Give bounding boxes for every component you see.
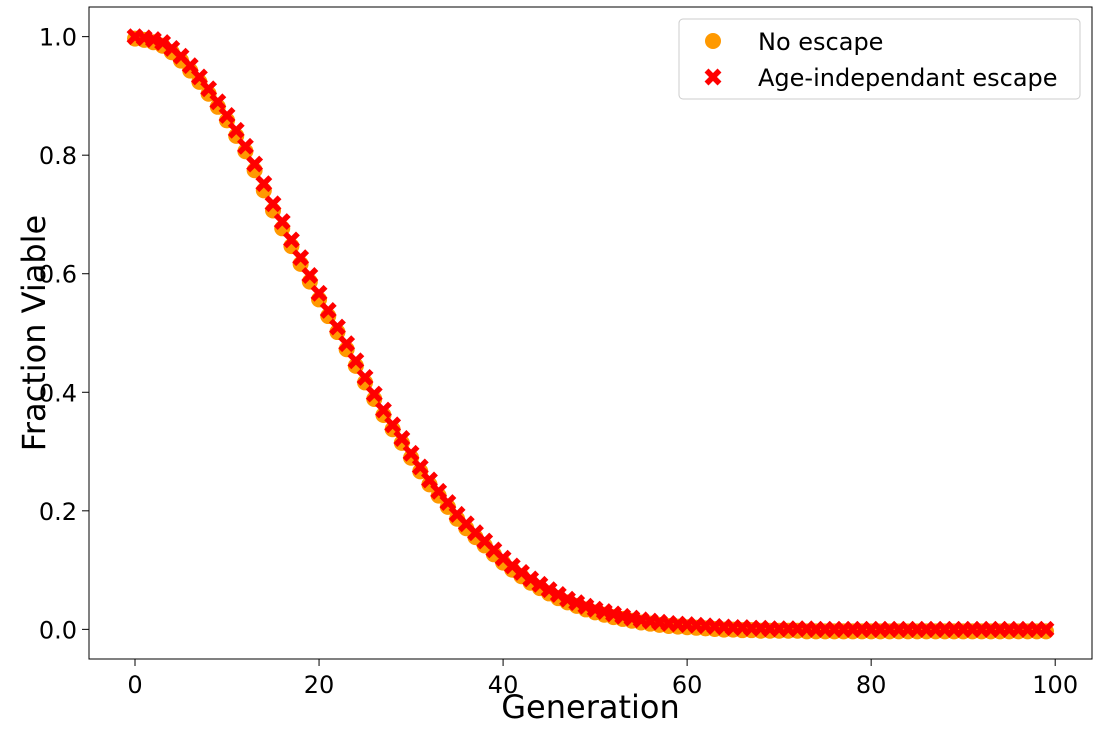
data-point [365,385,383,403]
y-tick-label: 0.0 [39,616,77,644]
x-tick-label: 100 [1032,671,1078,699]
data-point [310,284,328,302]
data-point [264,195,282,213]
data-point [209,93,227,111]
y-tick-label: 0.8 [39,142,77,170]
y-axis-title: Fraction Viable [15,215,53,451]
data-point [402,444,420,462]
data-point [549,585,567,603]
data-point [1037,620,1055,638]
x-tick-label: 40 [488,671,519,699]
y-tick-label: 1.0 [39,24,77,52]
data-point [347,352,365,370]
legend: No escape Age-independant escape [678,18,1081,100]
data-point [227,121,245,139]
data-point [292,249,310,267]
data-point [319,302,337,319]
plot-frame [88,6,1093,660]
data-point [218,107,236,124]
data-point [301,267,319,284]
data-point [540,581,558,599]
x-axis-title: Generation [501,688,680,726]
x-tick-label: 20 [304,671,335,699]
data-point [236,137,254,155]
legend-marker [705,33,721,49]
data-point [393,430,411,447]
legend-box [678,18,1081,100]
data-point [255,175,273,193]
y-axis: 0.0 0.2 0.4 0.6 0.8 1.0 [39,24,89,644]
x-tick-label: 80 [856,671,887,699]
data-point [356,369,374,386]
data-point [375,401,392,419]
legend-marker [704,68,722,86]
data-marks [126,28,1055,640]
series-1 [126,28,1055,638]
data-point [246,155,264,173]
y-tick-label: 0.2 [39,498,77,526]
legend-label: No escape [758,28,883,56]
data-point [282,231,300,249]
data-point [338,335,356,353]
data-point [273,213,291,231]
data-point [384,416,402,434]
data-point [329,318,346,336]
y-tick-label: 0.6 [39,261,77,289]
data-point [200,80,218,98]
y-tick-label: 0.4 [39,379,77,407]
x-tick-label: 60 [672,671,703,699]
x-tick-label: 0 [127,671,142,699]
legend-label: Age-independant escape [758,64,1058,92]
x-axis: 0 20 40 60 80 100 [127,659,1078,699]
data-point [411,458,429,476]
